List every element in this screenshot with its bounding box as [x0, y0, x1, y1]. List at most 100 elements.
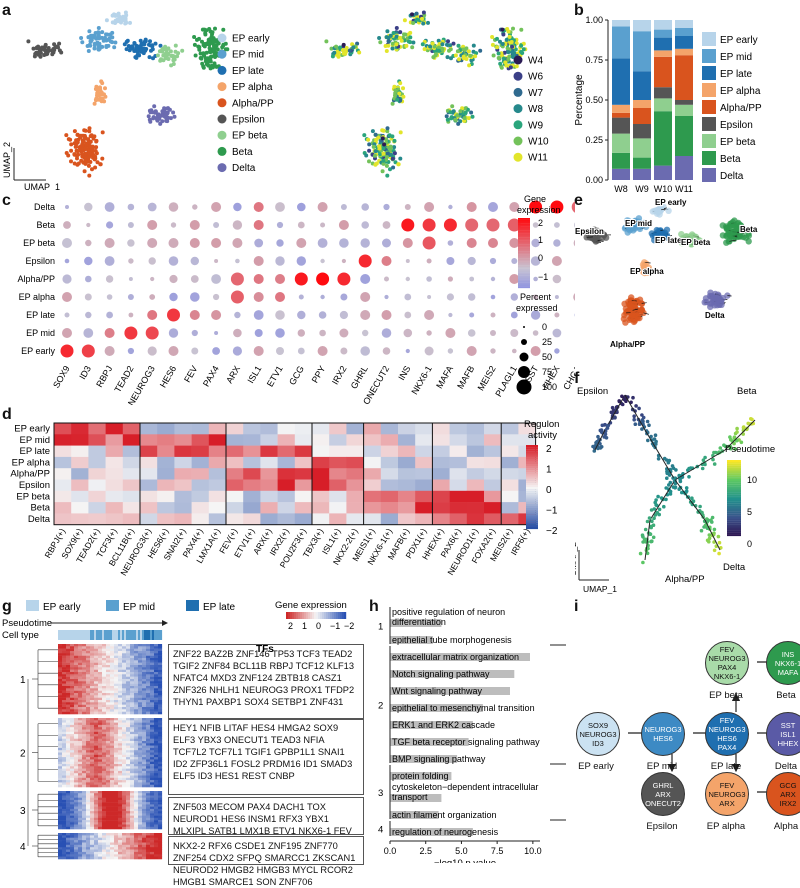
heatmap-cell — [138, 723, 142, 726]
heatmap-cell — [154, 759, 158, 762]
heatmap-cell — [130, 762, 134, 765]
heatmap-cell — [126, 739, 130, 742]
heatmap-cell — [138, 684, 142, 687]
umap-point — [502, 57, 506, 61]
row-label: Alpha/PP — [10, 469, 50, 480]
cluster-label: EP beta — [681, 238, 711, 247]
heatmap-cell — [66, 718, 70, 721]
heatmap-cell — [295, 491, 313, 503]
pseudotime-cell — [637, 407, 641, 411]
heatmap-cell — [74, 776, 78, 779]
heatmap-cell — [138, 688, 142, 691]
heatmap-cell — [58, 845, 62, 848]
heatmap-cell — [58, 707, 62, 710]
heatmap-cell — [130, 820, 134, 823]
heatmap-cell — [86, 827, 90, 830]
colorbar-tick: 1 — [538, 235, 543, 245]
heatmap-cell — [74, 816, 78, 819]
celltype-bar-cell — [152, 630, 154, 640]
heatmap-cell — [484, 502, 502, 514]
heatmap-cell — [86, 674, 90, 677]
heatmap-cell — [122, 712, 126, 715]
heatmap-cell — [126, 753, 130, 756]
celltype-bar-cell — [82, 630, 84, 640]
bar-segment — [612, 118, 630, 134]
umap-point — [446, 39, 450, 43]
heatmap-cell — [450, 434, 468, 446]
heatmap-cell — [106, 736, 110, 739]
heatmap-cell — [130, 651, 134, 654]
heatmap-cell — [192, 468, 210, 480]
heatmap-cell — [122, 702, 126, 705]
heatmap-cell — [62, 670, 66, 673]
heatmap-cell — [70, 793, 74, 796]
heatmap-cell — [118, 670, 122, 673]
colorbar-cell — [526, 483, 538, 485]
heatmap-cell — [106, 833, 110, 836]
heatmap-cell — [102, 804, 106, 807]
heatmap-cell — [98, 746, 102, 749]
heatmap-cell — [126, 644, 130, 647]
heatmap-cell — [134, 686, 138, 689]
heatmap-cell — [74, 674, 78, 677]
heatmap-cell — [150, 746, 154, 749]
heatmap-cell — [122, 695, 126, 698]
dot — [105, 238, 115, 248]
umap-point — [105, 18, 109, 22]
legend-label: EP late — [232, 66, 264, 77]
heatmap-cell — [78, 736, 82, 739]
heatmap-cell — [158, 663, 162, 666]
colorbar-cell — [518, 239, 530, 241]
heatmap-cell — [118, 827, 122, 830]
heatmap-cell — [90, 720, 94, 723]
heatmap-cell — [70, 827, 74, 830]
heatmap-cell — [114, 809, 118, 812]
umap-point — [351, 45, 355, 49]
heatmap-cell — [154, 818, 158, 821]
heatmap-cell — [134, 782, 138, 785]
heatmap-cell — [130, 778, 134, 781]
heatmap-cell — [174, 513, 192, 525]
heatmap-cell — [158, 741, 162, 744]
heatmap-cell — [98, 651, 102, 654]
heatmap-cell — [114, 782, 118, 785]
pseudotime-cell — [606, 424, 610, 428]
heatmap-cell — [150, 753, 154, 756]
dot — [553, 329, 562, 338]
dot — [382, 239, 391, 248]
heatmap-cell — [138, 825, 142, 828]
heatmap-cell — [110, 670, 114, 673]
heatmap-cell — [295, 457, 313, 469]
colorbar-cell — [727, 471, 741, 473]
heatmap-cell — [150, 778, 154, 781]
heatmap-cell — [150, 718, 154, 721]
heatmap-cell — [329, 480, 347, 492]
heatmap-cell — [154, 813, 158, 816]
umap-point — [94, 85, 98, 89]
colorbar-cell — [526, 514, 538, 516]
heatmap-cell — [278, 513, 296, 525]
heatmap-cell — [142, 651, 146, 654]
heatmap-cell — [78, 658, 82, 661]
heatmap-cell — [58, 843, 62, 846]
heatmap-cell — [70, 796, 74, 799]
heatmap-cell — [122, 748, 126, 751]
dot — [276, 347, 284, 355]
pseudotime-cell — [742, 425, 746, 429]
umap-point — [158, 49, 162, 53]
heatmap-cell — [398, 457, 416, 469]
umap-point — [50, 49, 54, 53]
heatmap-cell — [110, 712, 114, 715]
heatmap-cell — [94, 780, 98, 783]
heatmap-cell — [106, 773, 110, 776]
umap-point — [519, 28, 523, 32]
umap-point — [391, 47, 395, 51]
heatmap-cell — [106, 791, 110, 794]
heatmap-cell — [94, 769, 98, 772]
colorbar-cell — [526, 512, 538, 514]
heatmap-cell — [146, 681, 150, 684]
umap-point — [391, 166, 395, 170]
heatmap-cell — [98, 811, 102, 814]
heatmap-cell — [90, 656, 94, 659]
heatmap-cell — [106, 802, 110, 805]
